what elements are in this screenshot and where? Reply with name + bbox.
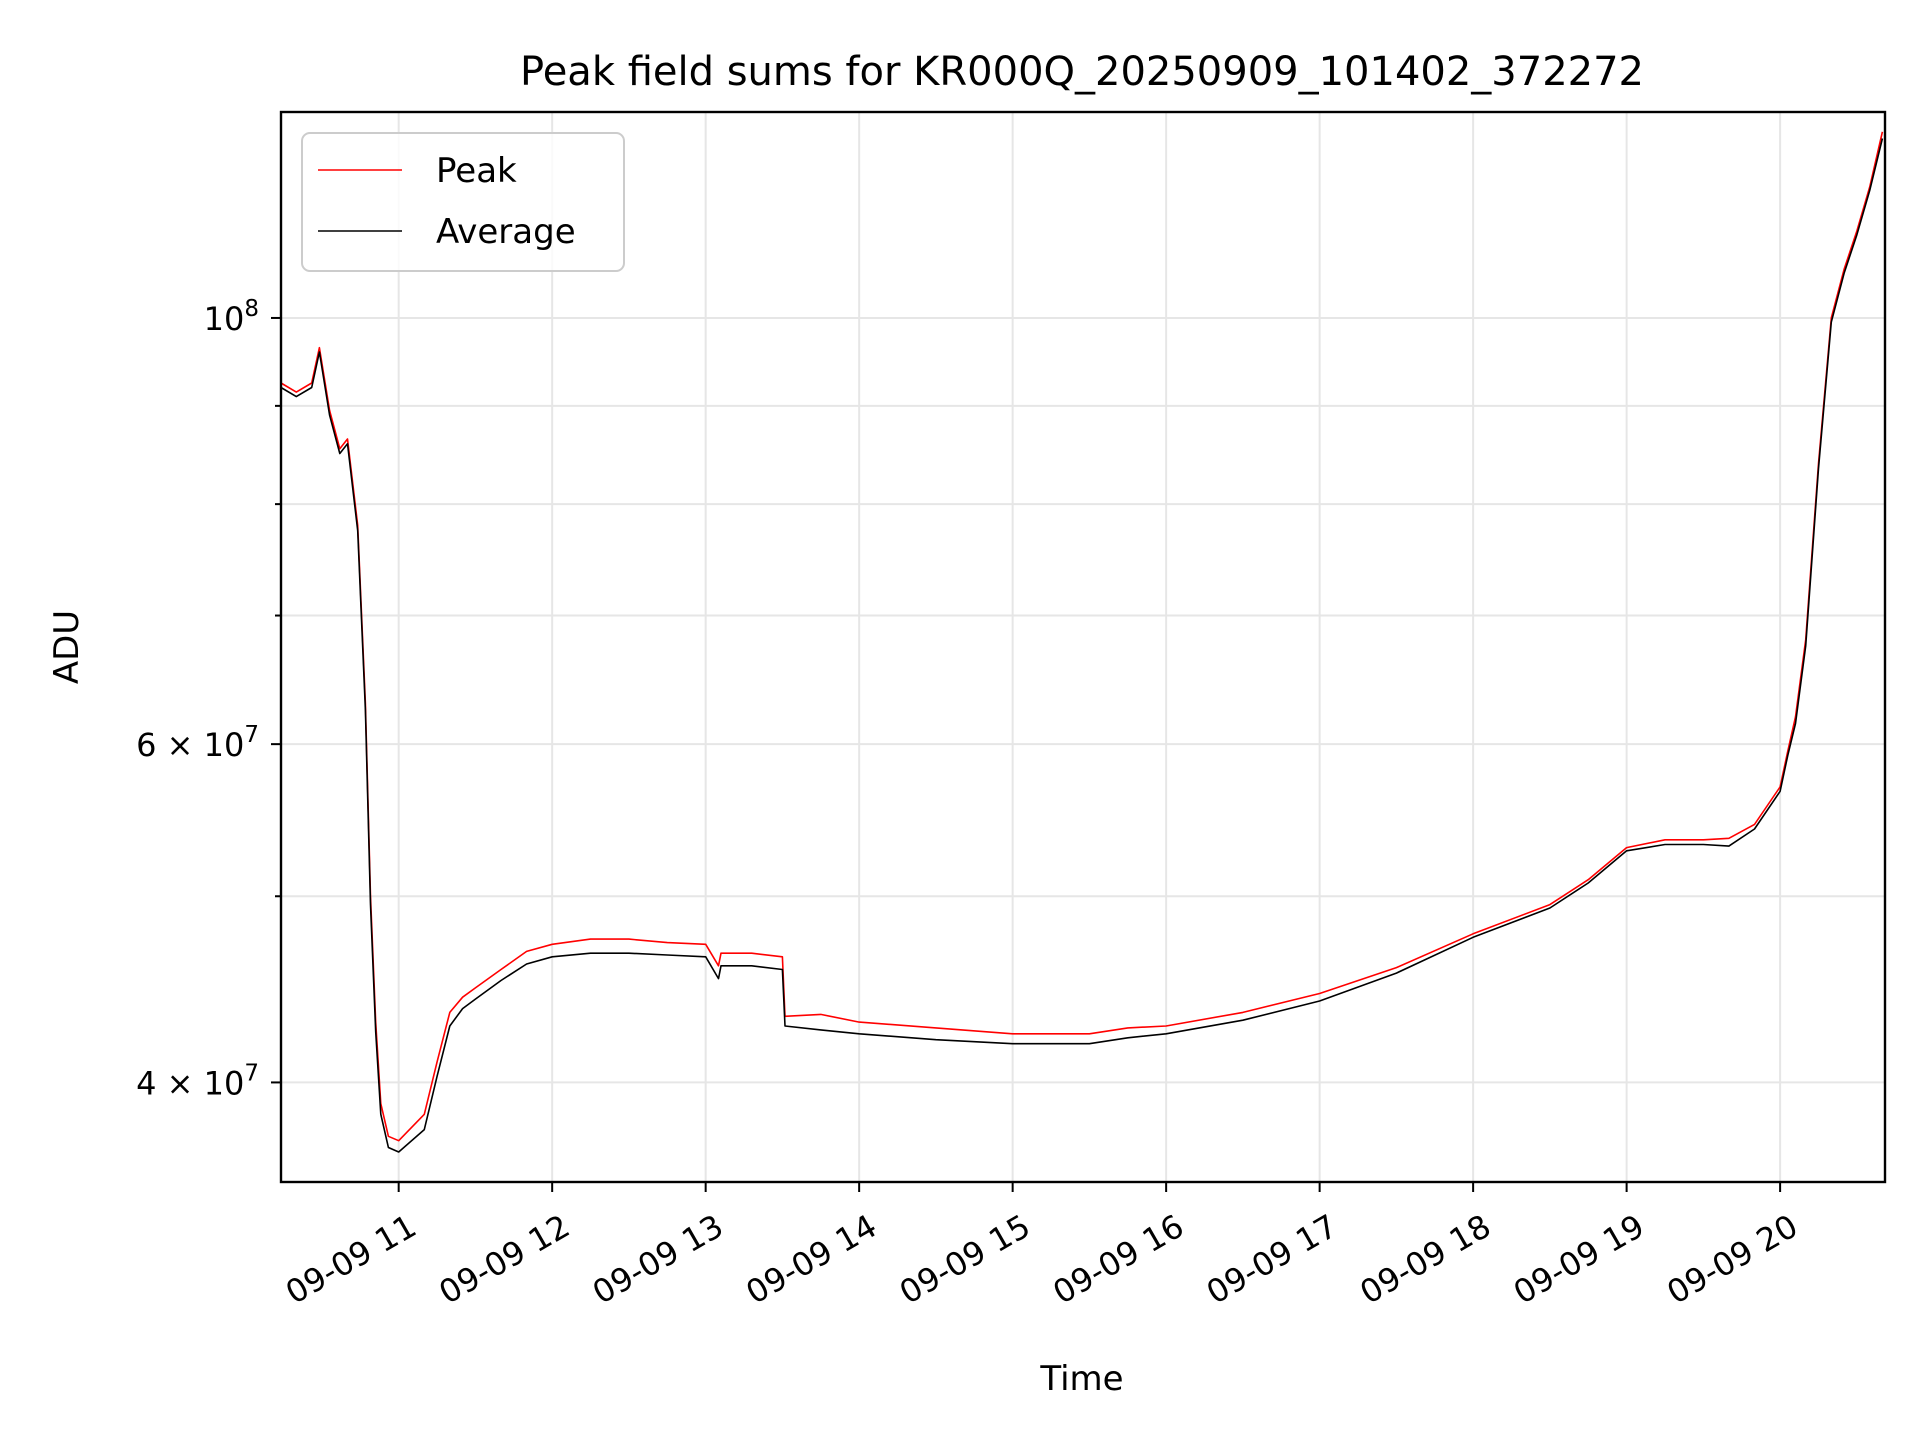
legend-label-peak: Peak (436, 151, 517, 191)
legend: Peak Average (301, 132, 625, 272)
y-tick-label: 4 × 107 (136, 1060, 259, 1102)
y-tick-label: 6 × 107 (136, 722, 259, 764)
series-line-average (280, 138, 1884, 1153)
x-axis-label: Time (1039, 1359, 1123, 1399)
legend-label-average: Average (436, 212, 576, 252)
legend-box (301, 132, 625, 272)
y-axis: 4 × 107 6 × 107 108 (136, 296, 281, 1102)
grid-lines (281, 112, 1885, 1182)
chart-title: Peak field sums for KR000Q_20250909_1014… (520, 49, 1644, 95)
plot-frame (279, 110, 1887, 1184)
y-axis-label: ADU (47, 610, 87, 684)
y-tick-label: 108 (204, 296, 259, 338)
series-group (280, 131, 1884, 1153)
